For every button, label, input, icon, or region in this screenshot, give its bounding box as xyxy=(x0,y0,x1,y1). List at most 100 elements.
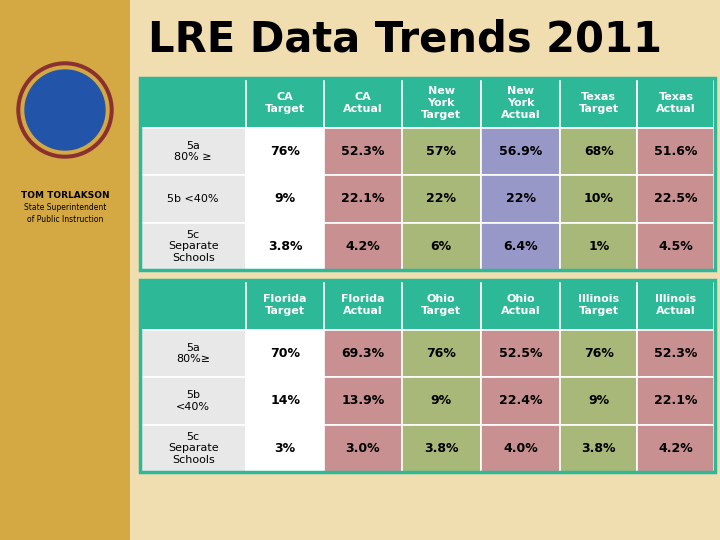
Text: 57%: 57% xyxy=(426,145,456,158)
Text: 1%: 1% xyxy=(588,240,609,253)
Bar xyxy=(246,222,324,270)
Text: 52.3%: 52.3% xyxy=(654,347,698,360)
Bar xyxy=(324,330,402,377)
Text: 4.5%: 4.5% xyxy=(659,240,693,253)
Bar xyxy=(140,176,246,222)
Text: 4.0%: 4.0% xyxy=(503,442,538,455)
Text: 5c
Separate
Schools: 5c Separate Schools xyxy=(168,431,218,465)
Text: 76%: 76% xyxy=(584,347,613,360)
Bar xyxy=(402,222,481,270)
Bar xyxy=(246,424,324,472)
Bar xyxy=(481,330,560,377)
Circle shape xyxy=(21,66,109,154)
Text: CA
Target: CA Target xyxy=(265,92,305,114)
Bar xyxy=(402,78,481,128)
Text: 3.8%: 3.8% xyxy=(424,442,459,455)
Text: Illinois
Actual: Illinois Actual xyxy=(655,294,696,316)
Text: 3.8%: 3.8% xyxy=(582,442,616,455)
Bar xyxy=(481,424,560,472)
Text: 69.3%: 69.3% xyxy=(341,347,384,360)
Text: 5a
80% ≥: 5a 80% ≥ xyxy=(174,141,212,163)
Text: 52.3%: 52.3% xyxy=(341,145,384,158)
Bar xyxy=(637,176,714,222)
Bar xyxy=(481,222,560,270)
Text: 5a
80%≥: 5a 80%≥ xyxy=(176,343,210,364)
Text: 22%: 22% xyxy=(426,192,456,205)
Text: 13.9%: 13.9% xyxy=(341,394,384,408)
Bar xyxy=(560,78,637,128)
Text: Florida
Actual: Florida Actual xyxy=(341,294,384,316)
Text: State Superintendent: State Superintendent xyxy=(24,204,106,213)
Text: Ohio
Target: Ohio Target xyxy=(421,294,462,316)
Bar xyxy=(246,280,324,330)
Text: 5b
<40%: 5b <40% xyxy=(176,390,210,412)
Bar xyxy=(324,176,402,222)
Bar xyxy=(140,280,715,472)
Bar xyxy=(324,222,402,270)
Bar xyxy=(637,222,714,270)
Bar xyxy=(637,330,714,377)
Bar xyxy=(560,280,637,330)
Bar xyxy=(481,78,560,128)
Bar xyxy=(402,377,481,424)
Text: 9%: 9% xyxy=(274,192,296,205)
Bar xyxy=(140,424,246,472)
Bar xyxy=(402,424,481,472)
Bar xyxy=(140,78,246,128)
Text: 70%: 70% xyxy=(270,347,300,360)
Text: 14%: 14% xyxy=(270,394,300,408)
Bar xyxy=(324,128,402,176)
Text: 68%: 68% xyxy=(584,145,613,158)
Text: 22.4%: 22.4% xyxy=(499,394,542,408)
Text: CA
Actual: CA Actual xyxy=(343,92,382,114)
Text: 10%: 10% xyxy=(584,192,614,205)
Bar xyxy=(637,280,714,330)
Text: Illinois
Target: Illinois Target xyxy=(578,294,619,316)
Bar xyxy=(560,377,637,424)
Bar xyxy=(560,330,637,377)
Text: 76%: 76% xyxy=(270,145,300,158)
Bar xyxy=(140,222,246,270)
Circle shape xyxy=(17,62,113,158)
Bar xyxy=(481,176,560,222)
Bar xyxy=(324,280,402,330)
Text: New
York
Target: New York Target xyxy=(421,86,462,119)
Bar xyxy=(402,128,481,176)
Text: TOM TORLAKSON: TOM TORLAKSON xyxy=(21,191,109,199)
Bar xyxy=(481,128,560,176)
Text: 22.1%: 22.1% xyxy=(654,394,698,408)
Text: 22%: 22% xyxy=(505,192,536,205)
Bar xyxy=(560,424,637,472)
Bar xyxy=(637,78,714,128)
Bar xyxy=(140,280,246,330)
Text: 9%: 9% xyxy=(588,394,609,408)
Text: 9%: 9% xyxy=(431,394,452,408)
Text: 22.1%: 22.1% xyxy=(341,192,384,205)
Text: Texas
Target: Texas Target xyxy=(579,92,619,114)
Text: 22.5%: 22.5% xyxy=(654,192,698,205)
Bar xyxy=(324,377,402,424)
Bar xyxy=(560,222,637,270)
Bar xyxy=(246,330,324,377)
Bar xyxy=(246,128,324,176)
Bar xyxy=(481,280,560,330)
Text: 52.5%: 52.5% xyxy=(499,347,542,360)
Bar xyxy=(140,128,246,176)
Text: 6%: 6% xyxy=(431,240,452,253)
Bar xyxy=(637,128,714,176)
Bar xyxy=(637,424,714,472)
Bar xyxy=(402,330,481,377)
Bar xyxy=(246,78,324,128)
Text: 4.2%: 4.2% xyxy=(659,442,693,455)
Bar xyxy=(324,78,402,128)
Bar xyxy=(0,0,130,540)
Bar xyxy=(402,176,481,222)
Bar xyxy=(246,377,324,424)
Bar xyxy=(324,424,402,472)
Text: 76%: 76% xyxy=(426,347,456,360)
Text: Texas
Actual: Texas Actual xyxy=(656,92,696,114)
Text: 5b <40%: 5b <40% xyxy=(168,194,219,204)
Text: LRE Data Trends 2011: LRE Data Trends 2011 xyxy=(148,19,662,61)
Bar xyxy=(481,377,560,424)
Text: 3.0%: 3.0% xyxy=(346,442,380,455)
